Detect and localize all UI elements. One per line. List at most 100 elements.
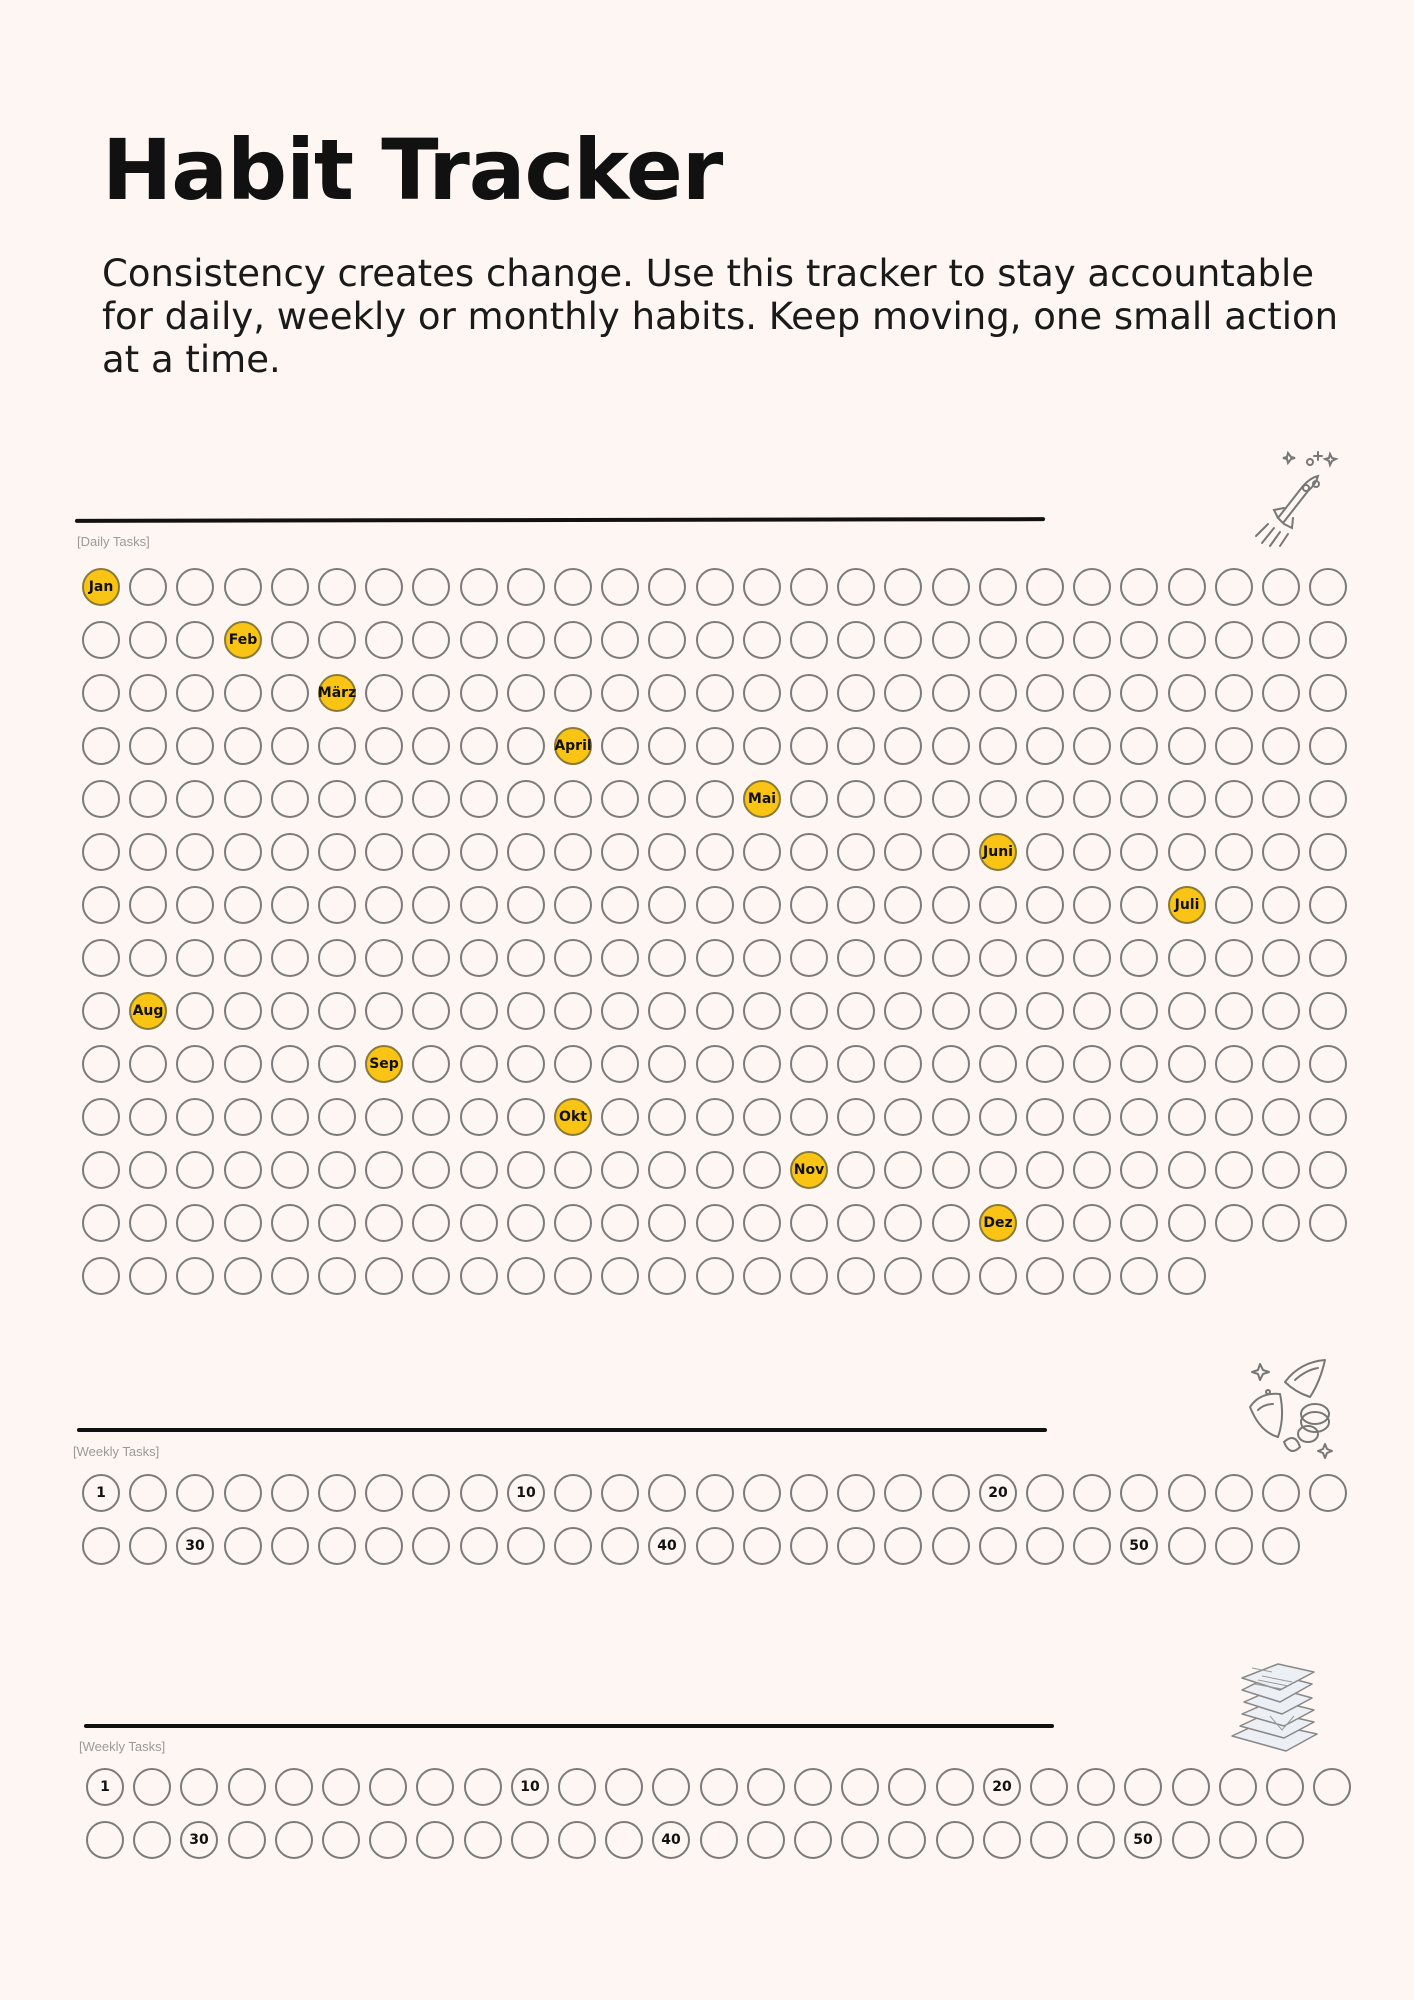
weekly2-checkbox[interactable]	[369, 1768, 407, 1806]
daily-checkbox[interactable]	[412, 939, 450, 977]
weekly2-checkbox[interactable]	[652, 1768, 690, 1806]
daily-checkbox[interactable]	[837, 1098, 875, 1136]
daily-checkbox[interactable]	[554, 833, 592, 871]
weekly1-checkbox[interactable]	[460, 1527, 498, 1565]
weekly1-checkbox[interactable]	[1262, 1474, 1300, 1512]
daily-checkbox[interactable]	[837, 992, 875, 1030]
weekly2-checkbox[interactable]	[1030, 1768, 1068, 1806]
daily-checkbox[interactable]	[82, 1098, 120, 1136]
daily-checkbox[interactable]	[932, 1257, 970, 1295]
daily-checkbox[interactable]	[1073, 1151, 1111, 1189]
daily-checkbox[interactable]	[271, 1098, 309, 1136]
daily-checkbox[interactable]	[601, 886, 639, 924]
daily-checkbox[interactable]	[1262, 939, 1300, 977]
daily-checkbox[interactable]	[837, 886, 875, 924]
daily-checkbox[interactable]	[743, 568, 781, 606]
daily-checkbox[interactable]	[696, 1151, 734, 1189]
daily-checkbox[interactable]	[1120, 1257, 1158, 1295]
weekly1-checkbox[interactable]	[365, 1527, 403, 1565]
daily-checkbox[interactable]	[318, 727, 356, 765]
weekly2-checkbox[interactable]	[841, 1768, 879, 1806]
daily-checkbox[interactable]	[648, 621, 686, 659]
daily-checkbox[interactable]	[837, 1204, 875, 1242]
daily-checkbox[interactable]	[412, 1204, 450, 1242]
daily-checkbox[interactable]	[129, 833, 167, 871]
daily-checkbox[interactable]	[1073, 1098, 1111, 1136]
daily-checkbox[interactable]	[1073, 833, 1111, 871]
daily-checkbox[interactable]	[837, 674, 875, 712]
daily-checkbox[interactable]	[412, 1257, 450, 1295]
daily-checkbox[interactable]	[884, 939, 922, 977]
daily-checkbox[interactable]	[932, 727, 970, 765]
month-marker-märz[interactable]: März	[318, 674, 356, 712]
daily-checkbox[interactable]	[365, 1204, 403, 1242]
daily-checkbox[interactable]	[790, 939, 828, 977]
weekly2-title-line[interactable]	[84, 1724, 1054, 1728]
daily-checkbox[interactable]	[884, 568, 922, 606]
weekly1-checkbox[interactable]	[412, 1527, 450, 1565]
daily-checkbox[interactable]	[648, 1098, 686, 1136]
daily-checkbox[interactable]	[1073, 674, 1111, 712]
daily-checkbox[interactable]	[648, 1045, 686, 1083]
daily-checkbox[interactable]	[1215, 1151, 1253, 1189]
weekly2-checkbox[interactable]	[747, 1821, 785, 1859]
daily-checkbox[interactable]	[82, 939, 120, 977]
weekly1-checkbox[interactable]	[1073, 1527, 1111, 1565]
daily-checkbox[interactable]	[1026, 1098, 1064, 1136]
daily-checkbox[interactable]	[460, 1045, 498, 1083]
daily-checkbox[interactable]	[271, 1045, 309, 1083]
daily-checkbox[interactable]	[790, 992, 828, 1030]
month-marker-juli[interactable]: Juli	[1168, 886, 1206, 924]
daily-checkbox[interactable]	[1073, 1204, 1111, 1242]
daily-checkbox[interactable]	[601, 1151, 639, 1189]
daily-checkbox[interactable]	[1168, 1257, 1206, 1295]
daily-checkbox[interactable]	[884, 1151, 922, 1189]
weekly2-checkbox[interactable]	[700, 1768, 738, 1806]
daily-checkbox[interactable]	[176, 780, 214, 818]
daily-checkbox[interactable]	[507, 568, 545, 606]
daily-checkbox[interactable]	[129, 674, 167, 712]
weekly2-checkbox[interactable]	[180, 1768, 218, 1806]
daily-checkbox[interactable]	[554, 568, 592, 606]
daily-checkbox[interactable]	[1309, 833, 1347, 871]
daily-checkbox[interactable]	[82, 886, 120, 924]
daily-checkbox[interactable]	[224, 1257, 262, 1295]
daily-checkbox[interactable]	[648, 1151, 686, 1189]
daily-checkbox[interactable]	[365, 886, 403, 924]
weekly2-checkbox[interactable]	[1077, 1821, 1115, 1859]
daily-checkbox[interactable]	[507, 1204, 545, 1242]
daily-checkbox[interactable]	[412, 674, 450, 712]
daily-checkbox[interactable]	[1120, 1204, 1158, 1242]
daily-checkbox[interactable]	[884, 886, 922, 924]
daily-checkbox[interactable]	[790, 674, 828, 712]
daily-checkbox[interactable]	[648, 886, 686, 924]
daily-checkbox[interactable]	[743, 833, 781, 871]
daily-checkbox[interactable]	[1168, 939, 1206, 977]
weekly2-checkbox[interactable]	[936, 1821, 974, 1859]
weekly1-checkbox[interactable]	[129, 1474, 167, 1512]
daily-checkbox[interactable]	[460, 1098, 498, 1136]
daily-checkbox[interactable]	[979, 674, 1017, 712]
weekly1-checkbox[interactable]	[1120, 1474, 1158, 1512]
weekly1-week-number-30[interactable]: 30	[176, 1527, 214, 1565]
daily-checkbox[interactable]	[932, 780, 970, 818]
daily-checkbox[interactable]	[1262, 833, 1300, 871]
daily-checkbox[interactable]	[1215, 621, 1253, 659]
daily-checkbox[interactable]	[790, 833, 828, 871]
daily-checkbox[interactable]	[365, 568, 403, 606]
daily-checkbox[interactable]	[365, 833, 403, 871]
daily-checkbox[interactable]	[554, 780, 592, 818]
daily-checkbox[interactable]	[176, 1204, 214, 1242]
daily-checkbox[interactable]	[365, 1151, 403, 1189]
daily-checkbox[interactable]	[1262, 674, 1300, 712]
daily-checkbox[interactable]	[884, 674, 922, 712]
daily-checkbox[interactable]	[224, 833, 262, 871]
daily-checkbox[interactable]	[129, 1204, 167, 1242]
weekly2-checkbox[interactable]	[133, 1768, 171, 1806]
daily-checkbox[interactable]	[979, 939, 1017, 977]
daily-checkbox[interactable]	[1215, 939, 1253, 977]
daily-checkbox[interactable]	[271, 833, 309, 871]
daily-checkbox[interactable]	[460, 727, 498, 765]
daily-checkbox[interactable]	[1309, 727, 1347, 765]
daily-checkbox[interactable]	[648, 568, 686, 606]
